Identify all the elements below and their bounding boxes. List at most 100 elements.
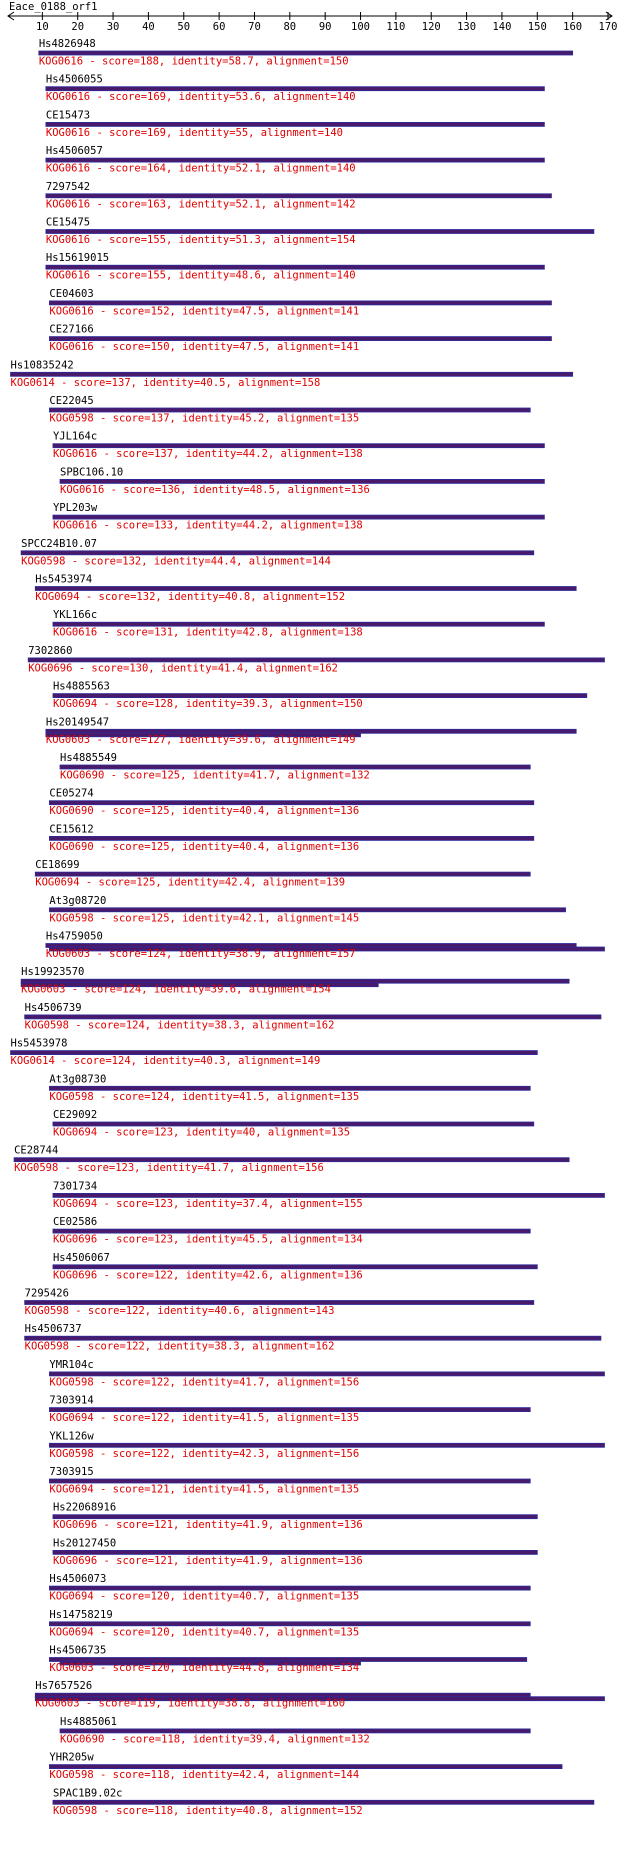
ruler-tick-label: 20: [71, 21, 84, 33]
hit-bar: [52, 621, 545, 627]
hit-bar: [45, 193, 552, 199]
ruler-tick-label: 40: [142, 21, 155, 33]
hit-summary: KOG0696 - score=121, identity=41.9, alig…: [53, 1519, 363, 1531]
hit-bar: [49, 1085, 531, 1091]
hit-name: Hs10835242: [11, 359, 74, 371]
hit-summary: KOG0598 - score=137, identity=45.2, alig…: [49, 413, 359, 425]
hit-bar: [24, 1014, 602, 1020]
hit-name: Hs4506073: [49, 1573, 106, 1585]
hit-bar: [20, 550, 535, 556]
hit-summary: KOG0598 - score=122, identity=40.6, alig…: [25, 1305, 335, 1317]
hit-bar: [59, 764, 531, 770]
hit-bar: [45, 732, 361, 738]
hit-summary: KOG0598 - score=124, identity=38.3, alig…: [25, 1019, 335, 1031]
hit-summary: KOG0598 - score=132, identity=44.4, alig…: [21, 555, 331, 567]
hit-name: Hs4506735: [49, 1645, 106, 1657]
hit-name: Hs4506067: [53, 1252, 110, 1264]
hit-summary: KOG0616 - score=169, identity=55, alignm…: [46, 127, 343, 139]
ruler-tick-label: 80: [283, 21, 296, 33]
ruler-tick-label: 110: [386, 21, 405, 33]
hit-bar: [45, 157, 545, 163]
hit-summary: KOG0616 - score=133, identity=44.2, alig…: [53, 520, 363, 532]
hit-bar: [45, 122, 545, 127]
hit-bar: [24, 1335, 602, 1341]
hit-bar: [52, 1121, 535, 1127]
hit-name: Hs15619015: [46, 252, 109, 264]
hit-summary: KOG0614 - score=124, identity=40.3, alig…: [11, 1055, 321, 1067]
hit-summary: KOG0696 - score=121, identity=41.9, alig…: [53, 1555, 363, 1567]
hit-summary: KOG0598 - score=122, identity=41.7, alig…: [49, 1376, 359, 1388]
hit-name: SPAC1B9.02c: [53, 1787, 123, 1799]
hit-name: Hs7657526: [35, 1680, 92, 1692]
ruler-tick-label: 120: [422, 21, 441, 33]
hit-name: CE15612: [49, 823, 93, 835]
hit-summary: KOG0694 - score=132, identity=40.8, alig…: [35, 591, 345, 603]
hit-summary: KOG0603 - score=124, identity=39.6, alig…: [21, 984, 331, 996]
ruler-tick-label: 160: [563, 21, 582, 33]
hit-bar: [52, 693, 588, 698]
hit-name: Hs14758219: [49, 1609, 112, 1621]
hit-bar: [49, 836, 535, 841]
hit-bar: [10, 1050, 538, 1055]
hit-name: Hs4759050: [46, 931, 103, 943]
hit-summary: KOG0616 - score=155, identity=51.3, alig…: [46, 234, 356, 246]
hit-bar: [34, 871, 531, 877]
hit-summary: KOG0616 - score=164, identity=52.1, alig…: [46, 163, 356, 175]
hit-summary: KOG0598 - score=118, identity=40.8, alig…: [53, 1805, 363, 1817]
hit-name: YMR104c: [49, 1359, 93, 1371]
hit-name: 7303915: [49, 1466, 93, 1478]
hit-name: Hs4885549: [60, 752, 117, 764]
hit-summary: KOG0694 - score=128, identity=39.3, alig…: [53, 698, 363, 710]
hit-bar: [52, 1799, 595, 1805]
hit-bar: [49, 1764, 563, 1769]
hit-name: At3g08730: [49, 1073, 106, 1085]
hit-summary: KOG0598 - score=122, identity=38.3, alig…: [25, 1341, 335, 1353]
hit-summary: KOG0694 - score=123, identity=40, alignm…: [53, 1127, 350, 1139]
hit-name: Hs22068916: [53, 1502, 116, 1514]
hit-bar: [49, 1478, 531, 1484]
hit-name: Hs4506055: [46, 74, 103, 86]
hit-summary: KOG0616 - score=163, identity=52.1, alig…: [46, 198, 356, 210]
hit-name: YPL203w: [53, 502, 98, 514]
hit-bar: [52, 1264, 538, 1270]
hit-summary: KOG0598 - score=122, identity=42.3, alig…: [49, 1448, 359, 1460]
hit-name: SPBC106.10: [60, 466, 123, 478]
hit-bar: [49, 336, 552, 342]
hit-summary: KOG0696 - score=130, identity=41.4, alig…: [28, 662, 338, 674]
hit-name: YJL164c: [53, 431, 97, 443]
hit-name: 7302860: [28, 645, 72, 657]
hit-bar: [34, 586, 577, 591]
hit-summary: KOG0616 - score=188, identity=58.7, alig…: [39, 56, 349, 68]
ruler-tick-label: 150: [528, 21, 547, 33]
hit-summary: KOG0616 - score=150, identity=47.5, alig…: [49, 341, 359, 353]
hit-name: Hs4506057: [46, 145, 103, 157]
hit-bar: [52, 514, 545, 520]
hit-bar: [59, 1660, 361, 1666]
hit-bar: [38, 50, 574, 56]
hit-name: 7303914: [49, 1395, 93, 1407]
hit-name: Hs5453974: [35, 574, 92, 586]
hit-name: Hs19923570: [21, 966, 84, 978]
hit-name: CE22045: [49, 395, 93, 407]
hit-summary: KOG0690 - score=125, identity=40.4, alig…: [49, 805, 359, 817]
hit-bar: [45, 86, 545, 92]
hit-bar: [34, 1696, 605, 1702]
hit-name: YKL126w: [49, 1430, 94, 1442]
ruler-tick-label: 30: [107, 21, 120, 33]
hit-name: CE04603: [49, 288, 93, 300]
hit-summary: KOG0603 - score=120, identity=44.8, alig…: [49, 1662, 359, 1674]
hit-name: CE15475: [46, 217, 90, 229]
hit-summary: KOG0616 - score=169, identity=53.6, alig…: [46, 91, 356, 103]
ruler-tick-label: 100: [351, 21, 370, 33]
ruler-tick-label: 170: [599, 21, 618, 33]
hit-bar: [27, 657, 605, 663]
ruler-tick-label: 140: [492, 21, 511, 33]
hit-name: At3g08720: [49, 895, 106, 907]
hit-name: 7295426: [25, 1288, 69, 1300]
hit-name: CE28744: [14, 1145, 58, 1157]
hit-summary: KOG0603 - score=119, identity=38.8, alig…: [35, 1698, 345, 1710]
hit-summary: KOG0603 - score=124, identity=38.9, alig…: [46, 948, 356, 960]
hit-name: Hs4885061: [60, 1716, 117, 1728]
hit-summary: KOG0614 - score=137, identity=40.5, alig…: [11, 377, 321, 389]
hit-summary: KOG0694 - score=120, identity=40.7, alig…: [49, 1591, 359, 1603]
